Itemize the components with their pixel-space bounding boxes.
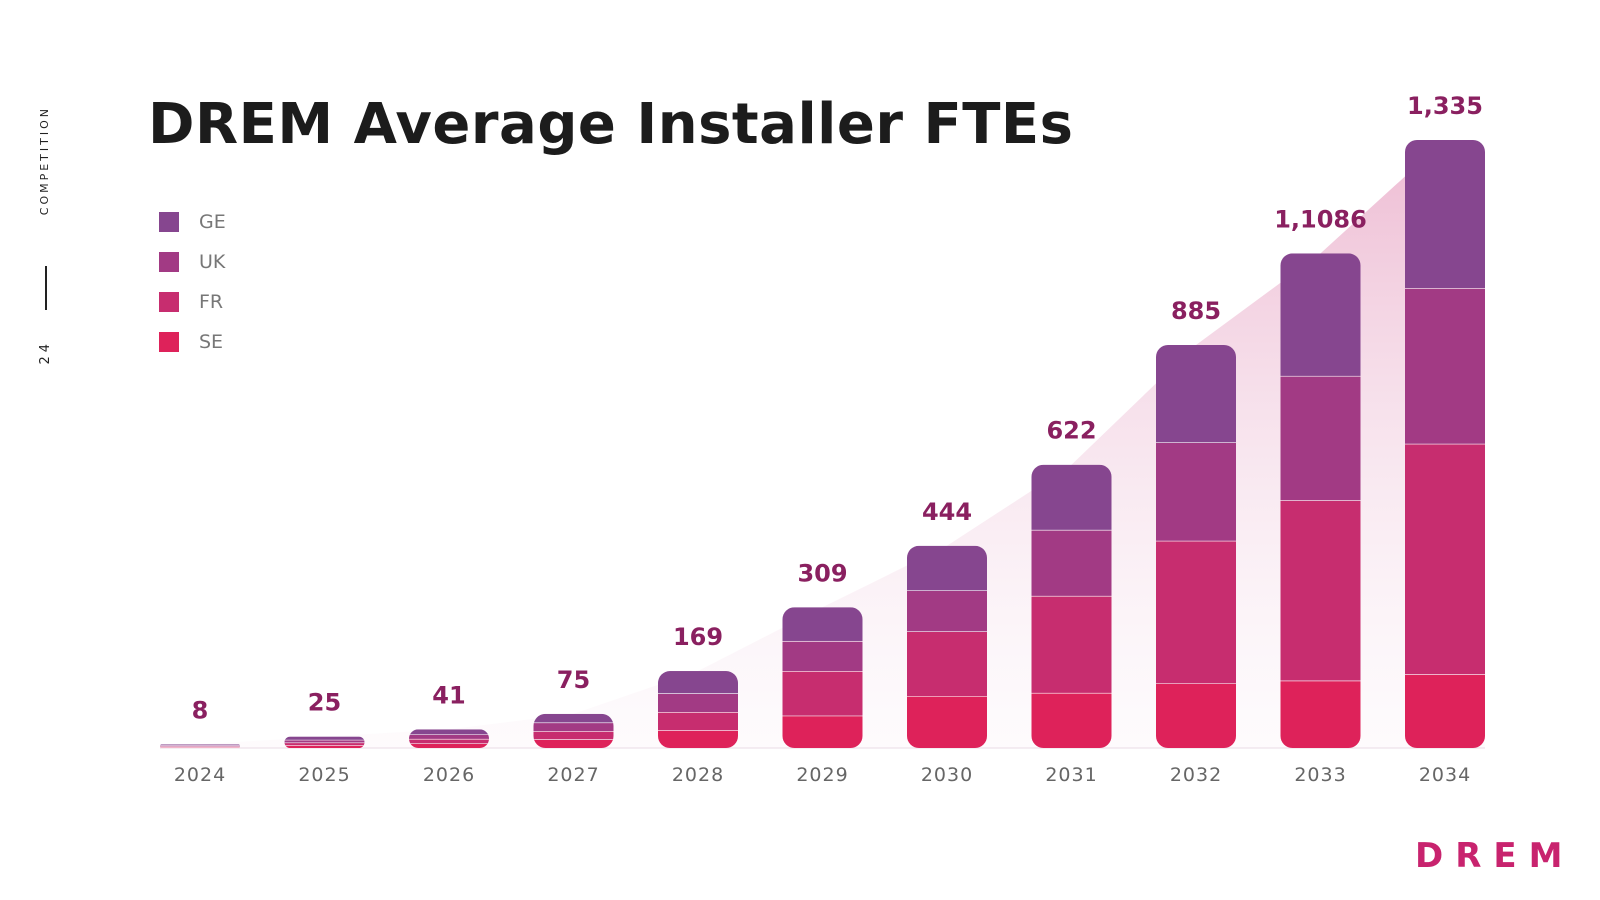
bar-segment-fr-2025 [284,742,365,746]
bar-segment-uk-2029 [782,640,863,672]
bar-segment-ge-2027 [533,713,614,723]
bar-2028 [658,671,738,748]
bar-segment-fr-2027 [533,731,614,740]
bar-segment-se-2025 [284,745,365,748]
growth-area [160,140,1485,748]
drem-logo: DREM [1415,836,1575,876]
total-label-2025: 25 [308,689,341,717]
chart-legend: GE UK FR SE [159,202,226,362]
bar-segment-ge-2033 [1280,253,1361,376]
bar-2031 [1031,464,1112,748]
total-label-2032: 885 [1171,297,1221,325]
x-tick-label-2030: 2030 [921,764,973,786]
bar-segment-se-2030 [907,696,987,748]
bar-segment-uk-2026 [409,734,489,739]
total-label-2029: 309 [797,559,847,587]
bar-segment-fr-2030 [907,631,987,697]
total-label-2031: 622 [1046,417,1096,445]
bar-segment-se-2026 [409,743,489,748]
x-tick-label-2034: 2034 [1419,764,1471,786]
x-tick-label-2028: 2028 [672,764,724,786]
bar-segment-se-2027 [533,739,614,748]
bar-segment-uk-2030 [907,590,987,632]
total-label-2024: 8 [192,696,209,724]
bar-2026 [409,729,489,748]
bar-2033 [1280,253,1361,748]
bar-2029 [782,607,863,748]
bar-segment-fr-2026 [409,738,489,744]
total-label-2026: 41 [432,681,465,709]
bar-segment-se-2029 [782,715,863,748]
legend-swatch-uk [159,252,179,272]
bar-segment-fr-2028 [658,712,738,731]
bar-segment-uk-2031 [1031,529,1112,596]
bar-segment-ge-2031 [1031,464,1112,530]
legend-swatch-se [159,332,179,352]
bar-segment-ge-2026 [409,729,489,735]
total-label-2028: 169 [673,623,723,651]
bar-segment-se-2032 [1156,683,1236,748]
bar-segment-uk-2028 [658,693,738,713]
bar-segment-uk-2025 [284,739,365,743]
legend-item-uk: UK [159,242,226,282]
total-label-2034: 1,335 [1407,92,1483,120]
bar-segment-ge-2028 [658,671,738,694]
bar-segment-fr-2031 [1031,595,1112,693]
x-tick-label-2029: 2029 [796,764,848,786]
x-tick-label-2032: 2032 [1170,764,1222,786]
bar-segment-se-2028 [658,730,738,748]
bar-segment-ge-2030 [907,545,987,591]
x-tick-label-2031: 2031 [1045,764,1097,786]
total-label-2027: 75 [557,666,590,694]
bar-segment-ge-2034 [1405,140,1485,289]
bar-segment-ge-2025 [284,736,365,740]
bar-2032 [1156,344,1236,748]
x-tick-label-2033: 2033 [1294,764,1346,786]
legend-swatch-ge [159,212,179,232]
bar-2030 [907,545,987,748]
bar-segment-fr-2029 [782,671,863,716]
legend-item-ge: GE [159,202,226,242]
bar-segment-uk-2032 [1156,442,1236,541]
bar-2034 [1405,140,1485,748]
bar-2025 [284,736,365,748]
bar-segment-uk-2027 [533,722,614,732]
bar-segment-ge-2029 [782,607,863,641]
legend-label-se: SE [199,331,224,353]
total-label-2033: 1,1086 [1274,205,1367,233]
bar-segment-uk-2034 [1405,288,1485,444]
total-label-2030: 444 [922,498,972,526]
bar-2024 [160,744,240,748]
bar-segment-uk-2033 [1280,375,1361,501]
bar-segment-ge-2032 [1156,344,1236,443]
bar-segment-se-2033 [1280,680,1361,748]
legend-item-fr: FR [159,282,226,322]
legend-item-se: SE [159,322,226,362]
bar-segment-fr-2032 [1156,540,1236,684]
bar-2027 [533,713,614,748]
side-divider [45,266,47,310]
bar-segment-fr-2034 [1405,443,1485,675]
bar-segment-fr-2033 [1280,500,1361,681]
bar-segment-se-2031 [1031,692,1112,748]
x-tick-label-2026: 2026 [423,764,475,786]
bar-segment-ge-2024 [160,744,240,746]
legend-label-fr: FR [199,291,224,313]
legend-label-ge: GE [199,211,226,233]
x-tick-label-2027: 2027 [547,764,599,786]
bar-segment-se-2034 [1405,674,1485,748]
x-tick-label-2025: 2025 [298,764,350,786]
legend-swatch-fr [159,292,179,312]
x-tick-label-2024: 2024 [174,764,226,786]
legend-label-uk: UK [199,251,226,273]
chart-title: DREM Average Installer FTEs [148,92,1074,157]
